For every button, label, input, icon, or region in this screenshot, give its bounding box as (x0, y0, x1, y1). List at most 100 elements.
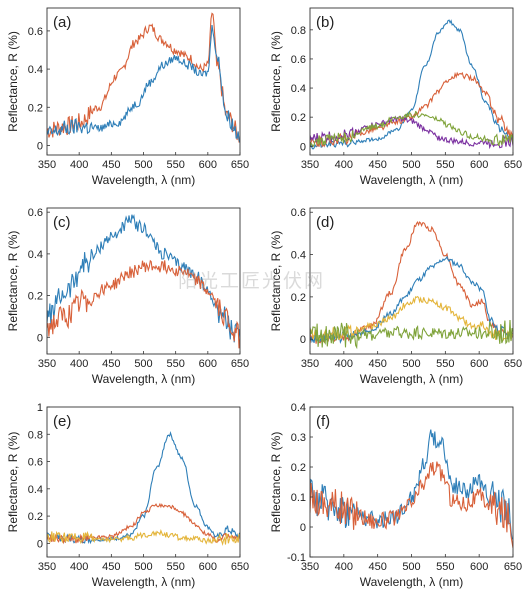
x-tick-label: 550 (166, 159, 184, 171)
y-axis-label: Reflectance, R (%) (6, 432, 20, 533)
series-line-orange (47, 259, 240, 349)
y-axis-label: Reflectance, R (%) (6, 31, 20, 132)
y-tick-label: 0.4 (291, 250, 306, 262)
x-tick-label: 600 (470, 159, 488, 171)
x-axis-label: Wavelength, λ (nm) (360, 372, 464, 386)
y-axis-label: Reflectance, R (%) (269, 31, 283, 132)
y-tick-label: 0.3 (291, 432, 306, 444)
x-axis-label: Wavelength, λ (nm) (360, 173, 464, 187)
y-tick-label: 0 (300, 522, 306, 534)
y-tick-label: 0.6 (291, 54, 306, 66)
x-tick-label: 650 (231, 561, 249, 573)
series-line-orange (47, 12, 240, 143)
y-tick-label: 0.1 (291, 492, 306, 504)
x-tick-label: 500 (402, 561, 420, 573)
panel-label: (b) (316, 14, 334, 31)
x-tick-label: 450 (102, 159, 120, 171)
panel-label: (f) (316, 413, 330, 430)
y-tick-label: 0.8 (28, 429, 43, 441)
x-tick-label: 450 (368, 159, 386, 171)
x-tick-label: 550 (436, 159, 454, 171)
panel-c: 350 400 450 500 550 600 650 0 0.2 0.4 0.6 Wavelengt… (6, 207, 249, 386)
panel-label: (d) (316, 214, 334, 231)
x-axis-label: Wavelength, λ (nm) (92, 372, 196, 386)
series-line-green (310, 319, 513, 350)
y-tick-label: 0 (37, 140, 43, 152)
x-tick-label: 500 (402, 358, 420, 370)
x-tick-label: 600 (199, 358, 217, 370)
y-tick-label: 0.6 (28, 26, 43, 38)
y-tick-label: 0.4 (291, 402, 306, 414)
y-tick-label: 0.6 (28, 457, 43, 469)
x-tick-label: 500 (134, 561, 152, 573)
x-tick-label: 400 (335, 561, 353, 573)
x-tick-label: 450 (368, 358, 386, 370)
y-tick-label: 0 (300, 334, 306, 346)
panel-e: 350 400 450 500 550 600 650 0 0.2 0.4 0.6 0.8 1 Wavel… (6, 402, 249, 589)
x-tick-label: 400 (335, 159, 353, 171)
y-tick-label: 0.2 (291, 292, 306, 304)
x-tick-label: 350 (38, 358, 56, 370)
y-axis-label: Reflectance, R (%) (269, 432, 283, 533)
series-line-green (310, 110, 513, 148)
x-tick-label: 350 (301, 159, 319, 171)
series-line-blue (47, 25, 240, 143)
y-tick-label: 0 (37, 332, 43, 344)
x-tick-label: 600 (470, 358, 488, 370)
y-tick-label: 0.6 (291, 207, 306, 219)
y-tick-label: 0.4 (291, 83, 306, 95)
series-line-yellow (47, 528, 240, 547)
series-line-blue (47, 430, 240, 545)
x-tick-label: 650 (231, 358, 249, 370)
y-tick-label: 0.6 (28, 207, 43, 219)
x-tick-label: 600 (470, 561, 488, 573)
x-tick-label: 350 (38, 561, 56, 573)
x-tick-label: 350 (301, 358, 319, 370)
x-tick-label: 350 (301, 561, 319, 573)
axes-box (309, 406, 514, 558)
series-line-blue (47, 213, 240, 343)
x-tick-label: 500 (134, 159, 152, 171)
x-tick-label: 600 (199, 159, 217, 171)
x-tick-label: 400 (335, 358, 353, 370)
y-tick-label: 0.8 (291, 25, 306, 37)
x-tick-label: 400 (70, 159, 88, 171)
y-tick-label: 0.4 (28, 249, 43, 261)
x-tick-label: 450 (368, 561, 386, 573)
y-axis-label: Reflectance, R (%) (269, 231, 283, 332)
x-axis-label: Wavelength, λ (nm) (92, 173, 196, 187)
series-line-orange (310, 220, 513, 344)
x-axis-label: Wavelength, λ (nm) (92, 575, 196, 589)
series-line-blue (310, 19, 513, 150)
y-tick-label: 0.2 (28, 291, 43, 303)
y-tick-label: 0.2 (28, 511, 43, 523)
panel-f: 350 400 450 500 550 600 650 -0.1 0 0.1 0.2 0.3 0.4 Wa… (269, 402, 522, 589)
y-tick-label: 0.4 (28, 484, 43, 496)
y-tick-label: 0.2 (28, 102, 43, 114)
panel-a: 350 400 450 500 550 600 650 0 0.2 0.4 0.6 Wavelengt… (6, 7, 249, 187)
axes-box (46, 7, 241, 156)
panel-label: (a) (53, 14, 71, 31)
x-tick-label: 600 (199, 561, 217, 573)
panel-d: 350 400 450 500 550 600 650 0 0.2 0.4 0.6 Wavelengt… (269, 207, 522, 386)
y-tick-label: 0 (300, 141, 306, 153)
series-line-orange (310, 461, 513, 549)
y-tick-label: 1 (37, 402, 43, 414)
panel-label: (c) (53, 214, 71, 231)
x-tick-label: 650 (504, 561, 522, 573)
x-tick-label: 550 (166, 358, 184, 370)
x-tick-label: 550 (436, 358, 454, 370)
panel-b: 350 400 450 500 550 600 650 0 0.2 0.4 0.6 0.8 Wavele… (269, 7, 522, 187)
panel-label: (e) (53, 413, 71, 430)
y-tick-label: 0.2 (291, 112, 306, 124)
y-tick-label: 0.4 (28, 64, 43, 76)
y-tick-label: 0 (37, 538, 43, 550)
y-tick-label: -0.1 (287, 552, 306, 564)
x-axis-label: Wavelength, λ (nm) (360, 575, 464, 589)
x-tick-label: 450 (102, 358, 120, 370)
x-tick-label: 400 (70, 358, 88, 370)
y-axis-label: Reflectance, R (%) (6, 231, 20, 332)
x-tick-label: 450 (102, 561, 120, 573)
y-tick-label: 0.2 (291, 462, 306, 474)
